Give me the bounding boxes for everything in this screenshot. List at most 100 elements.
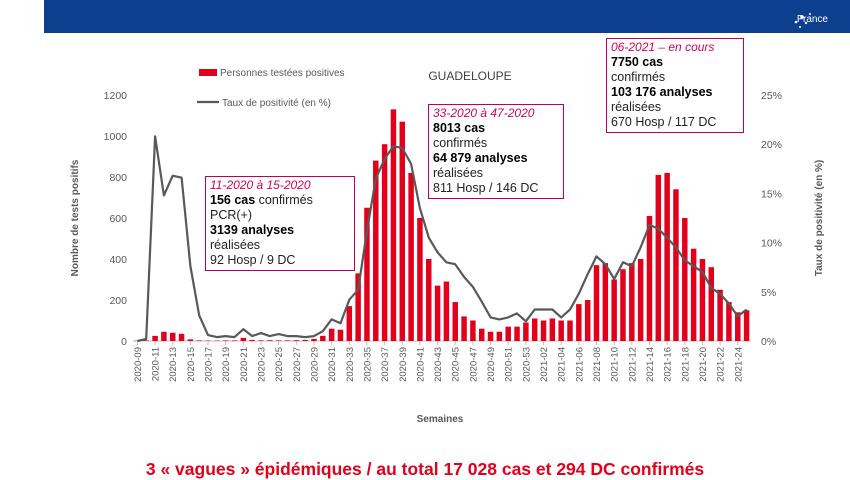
x-tick-label: 2021-10 [610,347,621,382]
bar [567,321,572,342]
annotation-analyses-suffix: réalisées [210,238,260,252]
bar [400,122,405,341]
x-tick-label: 2021-08 [592,347,603,382]
footer-title: 3 « vagues » épidémiques / au total 17 0… [0,459,850,480]
x-tick-label: 2021-20 [698,347,709,382]
x-axis-title: Semaines [417,414,464,425]
y2-tick-label: 10% [761,238,782,250]
bar [426,259,431,341]
x-tick-label: 2020-19 [221,347,232,382]
x-tick-label: 2021-04 [557,347,568,382]
bar [647,216,652,341]
y-tick-label: 1200 [104,90,128,102]
x-tick-label: 2020-17 [204,347,215,382]
x-tick-label: 2020-11 [151,347,162,381]
annotation-cases: 156 cas [210,193,255,207]
chart-title: GUADELOUPE [428,69,511,83]
bar [461,316,466,341]
bar [338,330,343,341]
x-tick-label: 2020-45 [451,347,462,382]
bar [550,318,555,341]
bar [709,267,714,341]
annotation-cases: 8013 cas [433,121,485,135]
annotation-hosp: 92 Hosp / 9 DC [210,253,295,267]
bar [629,263,634,341]
bar [453,302,458,341]
bar [170,333,175,341]
bar [285,340,290,341]
annotation-cases-line2: PCR(+) [210,208,252,222]
bar [558,321,563,342]
bar [470,321,475,342]
annotation-period: 11-2020 à 15-2020 [210,178,350,193]
x-tick-label: 2020-29 [309,347,320,382]
annotation-analyses: 64 879 analyses [433,151,528,165]
x-tick-label: 2020-53 [521,347,532,382]
bar [302,340,307,341]
bar [638,259,643,341]
bar [294,340,299,341]
x-tick-label: 2020-39 [398,347,409,382]
bar [541,321,546,342]
x-tick-label: 2020-47 [468,347,479,382]
bar [196,340,201,341]
bar [576,304,581,341]
annotation-period: 06-2021 – en cours [611,40,739,55]
y2-tick-label: 15% [761,188,782,200]
annotation-wave-1: 11-2020 à 15-2020 156 cas confirmés PCR(… [205,176,355,271]
annotation-analyses: 103 176 analyses [611,85,712,99]
x-tick-label: 2021-24 [733,347,744,382]
x-tick-label: 2021-18 [680,347,691,382]
bar [179,334,184,341]
y2-tick-label: 5% [761,287,776,299]
bar [152,336,157,341]
bar [391,109,396,341]
y2-tick-label: 25% [761,90,782,102]
bar [249,340,254,341]
x-tick-label: 2021-02 [539,347,550,382]
x-tick-label: 2020-35 [362,347,373,382]
y2-axis-title: Taux de positivité (en %) [814,160,825,277]
bar [241,338,246,341]
bar [682,218,687,341]
x-tick-label: 2020-41 [415,347,426,382]
bar [276,340,281,341]
bar [497,332,502,341]
annotation-wave-2: 33-2020 à 47-2020 8013 cas confirmés 64 … [428,104,564,199]
y-tick-label: 400 [109,254,127,266]
bar [161,332,166,341]
bar [514,327,519,341]
x-tick-label: 2020-43 [433,347,444,382]
bar [444,282,449,341]
y-tick-label: 200 [109,295,127,307]
annotation-analyses-suffix: réalisées [433,166,483,180]
bar [594,265,599,341]
y2-tick-label: 0% [761,336,776,348]
x-tick-label: 2021-14 [645,347,656,382]
x-tick-label: 2020-23 [257,347,268,382]
x-tick-label: 2020-27 [292,347,303,382]
bar [488,332,493,341]
annotation-cases: 7750 cas [611,55,663,69]
legend-line-label: Taux de positivité (en %) [222,98,331,109]
x-tick-label: 2020-13 [168,347,179,382]
bar [188,339,193,341]
x-tick-label: 2020-21 [239,347,250,382]
bar [311,339,316,341]
x-tick-label: 2021-06 [574,347,585,382]
bar [691,249,696,341]
bar [656,175,661,341]
y-tick-label: 600 [109,213,127,225]
x-tick-label: 2020-37 [380,347,391,382]
bar [232,340,237,341]
bar [320,336,325,341]
bar [505,327,510,341]
bar [435,286,440,341]
x-tick-label: 2020-51 [504,347,515,382]
annotation-cases-suffix: confirmés [255,193,313,207]
y-axis-title: Nombre de tests positifs [70,159,81,276]
bar [611,280,616,342]
bar [267,340,272,341]
legend-bar-label: Personnes testées positives [220,68,345,79]
annotation-analyses: 3139 analyses [210,223,294,237]
